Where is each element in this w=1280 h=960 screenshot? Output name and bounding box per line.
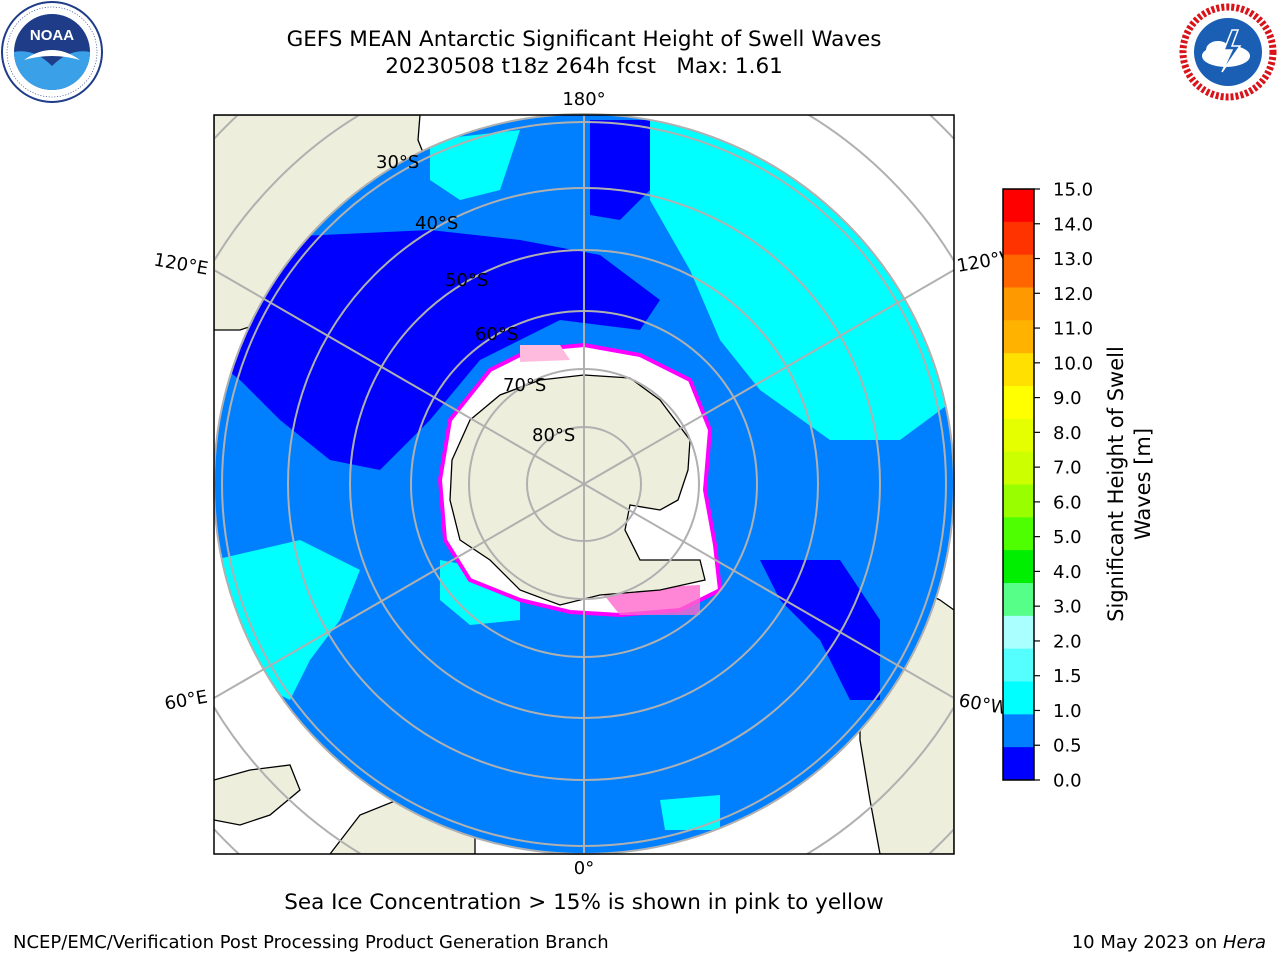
longitude-grid <box>214 115 954 854</box>
lon-label-lower-right: 60°W <box>957 690 1010 719</box>
colorbar-bin <box>1003 615 1034 650</box>
lon-label-top: 180° <box>562 89 605 110</box>
footer-date: 10 May 2023 on Hera <box>1072 932 1266 953</box>
colorbar-bin <box>1003 648 1034 682</box>
colorbar-tick-label: 9.0 <box>1053 388 1082 409</box>
colorbar-tick-label: 8.0 <box>1053 423 1082 444</box>
colorbar-tick-label: 10.0 <box>1053 353 1093 374</box>
lat-label-70s: 70°S <box>503 375 546 396</box>
colorbar-bin <box>1003 353 1034 387</box>
colorbar-bin <box>1003 320 1034 354</box>
colorbar-tick-label: 1.5 <box>1053 666 1082 687</box>
colorbar-tick-label: 2.0 <box>1053 631 1082 652</box>
map-frame <box>213 114 955 855</box>
colorbar-tick-label: 7.0 <box>1053 458 1082 479</box>
colorbar-tick-label: 6.0 <box>1053 492 1082 513</box>
colorbar-bin <box>1003 189 1034 223</box>
colorbar-bin <box>1003 221 1034 256</box>
chart-title: GEFS MEAN Antarctic Significant Height o… <box>220 26 948 80</box>
footer-host: Hera <box>1222 932 1266 953</box>
colorbar-tick-label: 13.0 <box>1053 249 1093 270</box>
colorbar-tick-label: 15.0 <box>1053 180 1093 201</box>
colorbar-tick-label: 12.0 <box>1053 284 1093 305</box>
polar-map: 180° 0° 120°E 120°W 60°E 60°W 30°S 40°S … <box>152 89 1155 879</box>
colorbar-tick-label: 1.0 <box>1053 701 1082 722</box>
colorbar-tick-label: 4.0 <box>1053 562 1082 583</box>
footer-branch: NCEP/EMC/Verification Post Processing Pr… <box>13 932 609 953</box>
colorbar-bin <box>1003 451 1034 485</box>
sea-ice-caption: Sea Ice Concentration > 15% is shown in … <box>284 890 884 915</box>
lat-label-40s: 40°S <box>415 213 458 234</box>
colorbar-bin <box>1003 287 1034 321</box>
colorbar-bin <box>1003 550 1034 584</box>
colorbar-bin <box>1003 583 1034 617</box>
colorbar-tick-label: 3.0 <box>1053 597 1082 618</box>
colorbar-tick-label: 14.0 <box>1053 214 1093 235</box>
lat-label-60s: 60°S <box>475 324 518 345</box>
colorbar-label-line1: Significant Height of Swell <box>1104 346 1128 622</box>
lat-label-50s: 50°S <box>445 270 488 291</box>
noaa-logo-text: NOAA <box>30 27 74 44</box>
colorbar-bin <box>1003 714 1034 748</box>
lon-label-upper-left: 120°E <box>152 249 210 279</box>
colorbar-bin <box>1003 517 1034 551</box>
lon-label-lower-left: 60°E <box>163 686 209 714</box>
lat-label-80s: 80°S <box>532 425 575 446</box>
colorbar-bin <box>1003 254 1034 288</box>
colorbar-label-line2: Waves [m] <box>1131 428 1155 540</box>
colorbar-tick-label: 11.0 <box>1053 319 1093 340</box>
colorbar-bin <box>1003 386 1034 420</box>
continent-antarctica <box>449 374 706 606</box>
lat-label-30s: 30°S <box>376 152 419 173</box>
colorbar-label: Significant Height of Swell Waves [m] <box>1104 346 1155 622</box>
noaa-logo-icon: NOAA <box>1 1 103 103</box>
colorbar-bin <box>1003 681 1034 715</box>
map-title: GEFS MEAN Antarctic Significant Height o… <box>286 27 882 52</box>
colorbar-bin <box>1003 418 1034 453</box>
colorbar-tick-label: 0.5 <box>1053 736 1082 757</box>
map-subtitle: 20230508 t18z 264h fcst Max: 1.61 <box>385 54 783 79</box>
footer-date-text: 10 May 2023 on <box>1071 932 1223 953</box>
colorbar-tick-label: 5.0 <box>1053 527 1082 548</box>
nws-logo-icon <box>1179 3 1277 101</box>
colorbar-frame <box>1002 188 1035 781</box>
colorbar: 15.0 14.0 13.0 12.0 11.0 10.0 9.0 8.0 7.0 6.0 5.0 4… <box>1002 180 1093 792</box>
colorbar-bin <box>1003 484 1034 518</box>
swell-height-field <box>214 114 954 854</box>
colorbar-bin <box>1003 747 1034 781</box>
colorbar-tick-label: 0.0 <box>1053 771 1082 792</box>
lon-label-bottom: 0° <box>574 858 594 879</box>
